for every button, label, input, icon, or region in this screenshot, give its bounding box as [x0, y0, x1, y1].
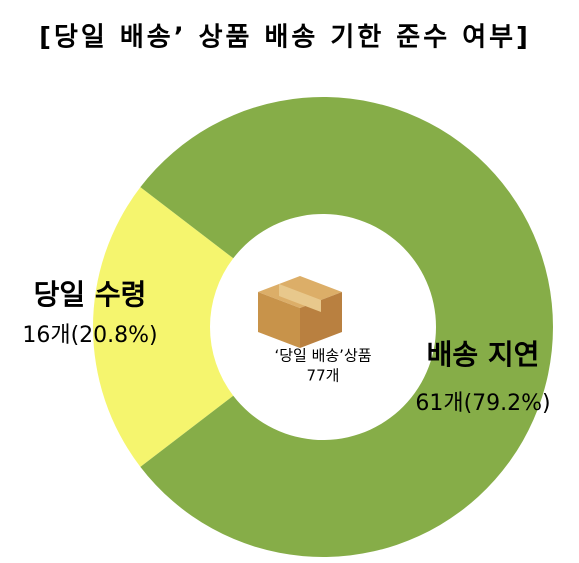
center-label: 77개 — [307, 367, 340, 385]
slice — [140, 96, 553, 557]
chart-title: [당일 배송’ 상품 배송 기한 준수 여부] — [39, 23, 531, 53]
value-label: 61개(79.2%) — [415, 391, 550, 416]
slice-label: 당일 수령 — [34, 278, 147, 311]
slices — [92, 96, 553, 557]
box-icon — [258, 276, 342, 348]
slice-label: 배송 지연 — [427, 338, 540, 371]
center-label: ‘당일 배송’상품 — [274, 347, 371, 365]
slice — [92, 187, 234, 467]
value-label: 16개(20.8%) — [22, 323, 157, 348]
